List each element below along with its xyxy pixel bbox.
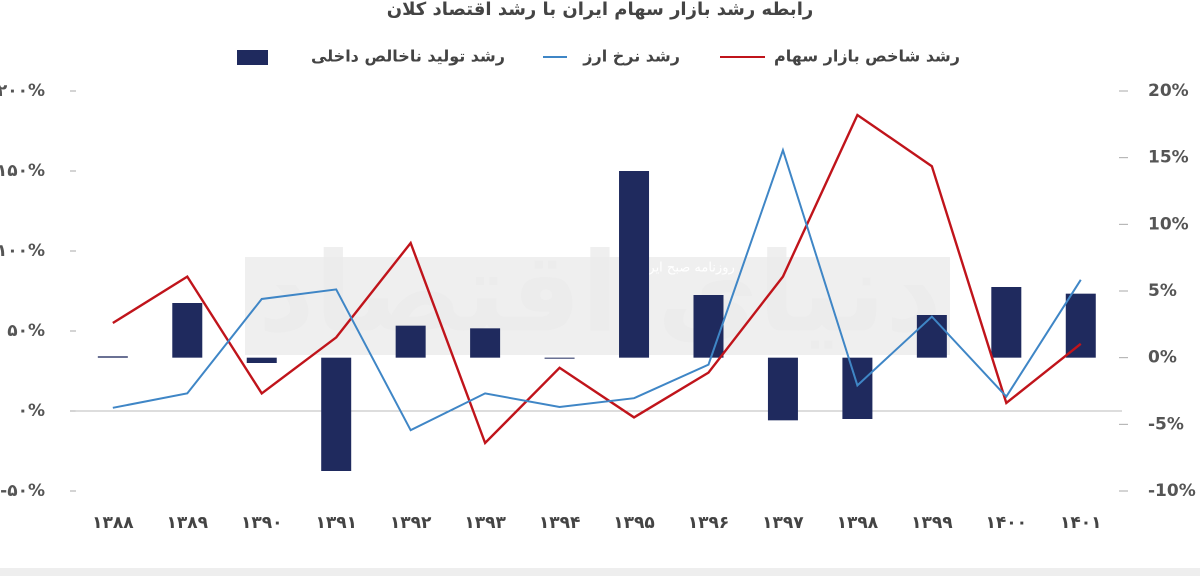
x-tick-label: ۱۳۹۴ [539, 513, 581, 533]
bar [767, 357, 798, 421]
x-tick-label: ۱۳۹۸ [837, 513, 879, 533]
x-tick-label: ۱۳۹۹ [911, 513, 953, 533]
x-tick-label: ۱۳۹۷ [762, 513, 804, 533]
y-tick-label: ۵۰% [7, 321, 45, 341]
bar [991, 287, 1022, 358]
y2-tick-label: 5% [1148, 281, 1177, 301]
bar [619, 171, 650, 358]
bar [470, 328, 501, 358]
bar [321, 357, 352, 471]
bar [97, 356, 128, 358]
legend-label: رشد تولید ناخالص داخلی [311, 47, 505, 66]
y-tick-label: ۱۵۰% [0, 161, 45, 181]
legend-label: رشد شاخص بازار سهام [774, 47, 960, 66]
bottom-strip [0, 568, 1200, 576]
y-tick-label: ۲۰۰% [0, 81, 45, 101]
x-tick-label: ۱۳۹۵ [613, 513, 655, 533]
x-tick-label: ۱۴۰۱ [1060, 513, 1102, 533]
bar [172, 303, 203, 358]
y-tick-label: -۵۰% [0, 481, 45, 501]
legend-label: رشد نرخ ارز [582, 47, 680, 66]
x-tick-label: ۱۳۹۰ [241, 513, 283, 533]
y-tick-label: ۱۰۰% [0, 241, 45, 261]
x-tick-label: ۱۳۹۱ [315, 513, 357, 533]
y2-tick-label: 0% [1148, 348, 1177, 368]
watermark-subtitle: روزنامه صبح ایران [635, 261, 735, 276]
x-tick-label: ۱۳۹۲ [390, 513, 432, 533]
x-tick-label: ۱۴۰۰ [986, 513, 1028, 533]
legend-swatch [237, 50, 268, 65]
line [112, 113, 1082, 446]
line [112, 147, 1082, 432]
bar [916, 315, 947, 358]
y2-tick-label: -10% [1148, 481, 1196, 501]
x-tick-label: ۱۳۹۳ [464, 513, 506, 533]
y2-tick-label: 20% [1148, 81, 1189, 101]
y2-tick-label: 10% [1148, 214, 1189, 234]
y-tick-label: ۰% [18, 401, 45, 421]
bar [246, 357, 277, 363]
bar [1065, 293, 1096, 358]
bar [842, 357, 873, 419]
y2-tick-label: 15% [1148, 148, 1189, 168]
chart-title: رابطه رشد بازار سهام ایران با رشد اقتصاد… [387, 0, 813, 20]
x-tick-label: ۱۳۸۸ [92, 513, 134, 533]
x-tick-label: ۱۳۹۶ [688, 513, 730, 533]
bar [693, 295, 724, 358]
bar [544, 357, 575, 359]
y2-tick-label: -5% [1148, 414, 1184, 434]
bar [395, 325, 426, 358]
x-tick-label: ۱۳۸۹ [167, 513, 209, 533]
